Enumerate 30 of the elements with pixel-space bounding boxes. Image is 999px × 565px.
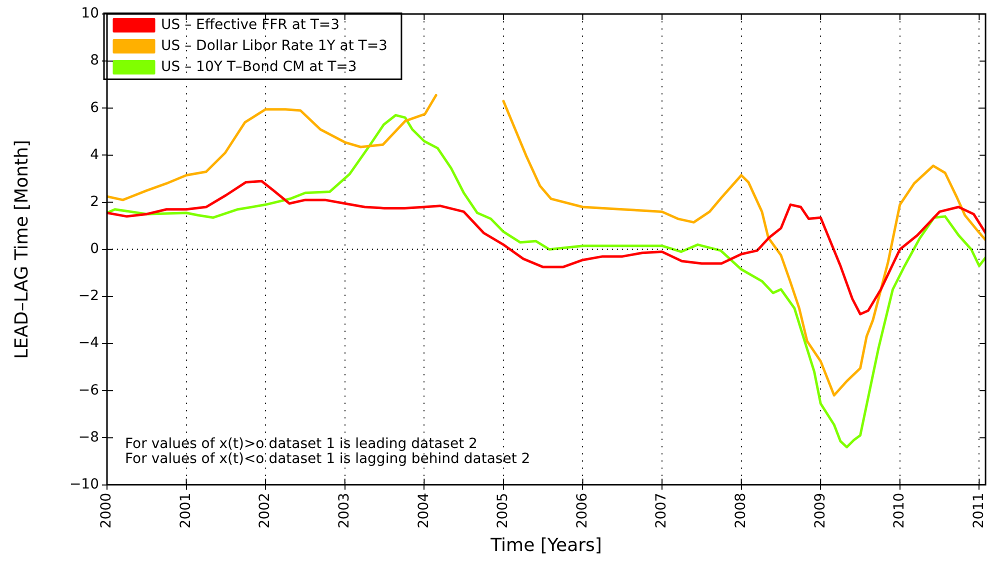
y-tick-label: 2 — [90, 194, 99, 210]
y-tick-label: −4 — [78, 335, 100, 352]
y-tick-label: −8 — [78, 429, 99, 446]
y-tick-label: 6 — [90, 100, 100, 116]
x-tick-label: 2002 — [257, 492, 274, 528]
y-tick-label: 10 — [81, 6, 99, 22]
legend-label: US – Effective FFR at T=3 — [161, 16, 340, 33]
x-tick-label: 2004 — [416, 492, 432, 528]
x-tick-label: 2010 — [892, 492, 908, 528]
x-tick-label: 2007 — [654, 492, 670, 528]
y-tick-label: 0 — [90, 241, 99, 258]
x-tick-label: 2008 — [732, 492, 749, 528]
y-axis-title: LEAD–LAG Time [Month] — [11, 140, 32, 359]
x-tick-label: 2001 — [178, 492, 194, 528]
x-tick-label: 2009 — [812, 492, 828, 528]
legend-label: US – 10Y T–Bond CM at T=3 — [161, 58, 357, 75]
y-tick-label: −6 — [78, 382, 100, 398]
y-tick-label: 8 — [90, 52, 99, 69]
x-tick-label: 2006 — [574, 492, 590, 528]
annotation: For values of x(t)>o dataset 1 is leading dataset 2 — [125, 436, 478, 452]
x-tick-label: 2003 — [336, 492, 353, 528]
y-tick-label: −10 — [69, 476, 99, 492]
x-tick-label: 2005 — [495, 492, 512, 528]
x-tick-label: 2011 — [970, 492, 987, 528]
annotation: For values of x(t)<o dataset 1 is lagging behind dataset 2 — [125, 450, 530, 467]
x-axis-title: Time [Years] — [490, 534, 602, 556]
y-tick-label: −2 — [78, 288, 99, 304]
x-tick-label: 2000 — [98, 492, 115, 528]
legend-label: US – Dollar Libor Rate 1Y at T=3 — [161, 38, 388, 54]
y-tick-label: 4 — [90, 146, 100, 163]
